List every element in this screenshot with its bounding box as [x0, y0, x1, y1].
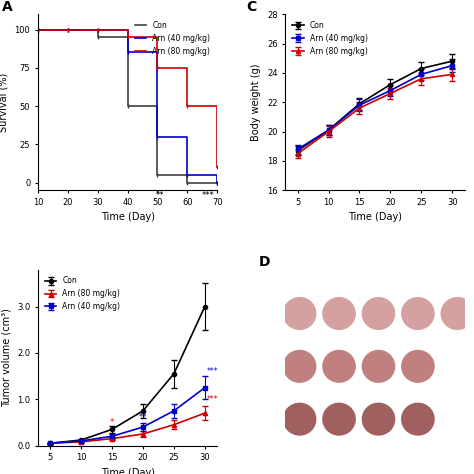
Circle shape — [323, 350, 355, 382]
Text: ***: *** — [207, 367, 219, 376]
Circle shape — [362, 403, 395, 435]
X-axis label: Time (Day): Time (Day) — [100, 212, 155, 222]
Circle shape — [283, 298, 316, 329]
Circle shape — [283, 403, 316, 435]
Text: *: * — [110, 418, 114, 427]
Circle shape — [441, 298, 474, 329]
Legend: Con, Arn (80 mg/kg), Arn (40 mg/kg): Con, Arn (80 mg/kg), Arn (40 mg/kg) — [42, 273, 123, 314]
Circle shape — [402, 298, 434, 329]
Circle shape — [402, 403, 434, 435]
X-axis label: Time (Day): Time (Day) — [100, 468, 155, 474]
Circle shape — [362, 298, 395, 329]
Circle shape — [323, 298, 355, 329]
X-axis label: Time (Day): Time (Day) — [348, 212, 402, 222]
Text: ***: *** — [202, 191, 215, 200]
Y-axis label: Body weight (g): Body weight (g) — [251, 64, 262, 141]
Circle shape — [283, 350, 316, 382]
Y-axis label: Survival (%): Survival (%) — [0, 73, 9, 132]
Y-axis label: Tumor volume (cm³): Tumor volume (cm³) — [1, 308, 11, 407]
Text: A: A — [2, 0, 13, 14]
Legend: Con, Arn (40 mg/kg), Arn (80 mg/kg): Con, Arn (40 mg/kg), Arn (80 mg/kg) — [132, 18, 213, 59]
Text: ***: *** — [207, 394, 219, 403]
Text: **: ** — [156, 191, 164, 200]
Text: C: C — [246, 0, 256, 14]
Circle shape — [323, 403, 355, 435]
Text: D: D — [258, 255, 270, 269]
Legend: Con, Arn (40 mg/kg), Arn (80 mg/kg): Con, Arn (40 mg/kg), Arn (80 mg/kg) — [289, 18, 371, 59]
Circle shape — [362, 350, 395, 382]
Circle shape — [402, 350, 434, 382]
Text: **: ** — [139, 413, 147, 422]
